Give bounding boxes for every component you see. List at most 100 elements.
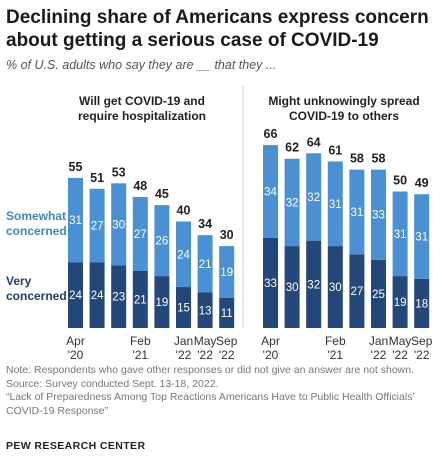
- bar-somewhat-p1-3: [132, 196, 148, 271]
- label-total-p1-6: 34: [198, 217, 212, 231]
- notes-block: Note: Respondents who gave other respons…: [6, 364, 438, 418]
- tick-top-p2-0: Apr: [261, 334, 280, 348]
- label-somewhat-p2-3: 31: [329, 199, 342, 211]
- stacked-bar-chart: Will get COVID-19 and require hospitaliz…: [6, 86, 433, 362]
- label-very-p2-6: 19: [394, 297, 407, 309]
- tick-bottom-p1-3: '22: [197, 348, 213, 362]
- label-very-p2-5: 25: [372, 289, 385, 301]
- label-very-p1-4: 19: [156, 297, 169, 309]
- tick-top-p1-1: Feb: [130, 334, 151, 348]
- panel-1-title-line2: require hospitalization: [78, 109, 206, 123]
- bar-very-p1-7: [219, 297, 235, 328]
- label-somewhat-p2-0: 34: [264, 187, 277, 199]
- label-very-p2-0: 33: [264, 278, 277, 290]
- bar-very-p2-7: [414, 278, 430, 328]
- bar-somewhat-p2-0: [263, 145, 278, 238]
- bar-somewhat-p1-0: [68, 177, 83, 263]
- source-text: Source: Survey conducted Sept. 13-18, 20…: [6, 377, 219, 390]
- tick-top-p2-3: May: [389, 334, 412, 348]
- label-somewhat-p2-7: 31: [415, 232, 428, 244]
- bar-somewhat-p1-7: [219, 246, 235, 298]
- label-somewhat-p2-5: 33: [372, 210, 385, 222]
- tick-bottom-p1-2: '22: [176, 348, 192, 362]
- tick-bottom-p2-0: '20: [263, 348, 279, 362]
- bar-very-p1-2: [111, 265, 127, 328]
- label-somewhat-p1-3: 27: [134, 229, 147, 241]
- note-text: Note: Respondents who gave other respons…: [6, 364, 414, 376]
- tick-top-p2-1: Feb: [325, 334, 346, 348]
- bar-somewhat-p2-2: [306, 153, 322, 241]
- bar-very-p2-6: [392, 276, 408, 328]
- label-very-p1-3: 21: [134, 294, 147, 306]
- bar-very-p1-5: [176, 287, 191, 328]
- legend-somewhat-line2: concerned: [6, 224, 67, 238]
- tick-bottom-p1-1: '21: [132, 348, 148, 362]
- label-total-p2-1: 62: [285, 141, 299, 155]
- tick-top-p1-2: Jan: [174, 334, 193, 348]
- bar-very-p2-0: [263, 237, 278, 328]
- report-title-line2: COVID-19 Response”: [6, 404, 109, 417]
- panel-2-title-line1: Might unknowingly spread: [268, 94, 419, 108]
- label-somewhat-p2-6: 31: [394, 229, 407, 241]
- chart-title: Declining share of Americans express con…: [6, 7, 429, 51]
- label-very-p1-6: 13: [199, 305, 212, 317]
- bar-somewhat-p2-6: [392, 191, 408, 277]
- label-somewhat-p2-1: 32: [286, 197, 299, 209]
- label-total-p2-3: 61: [328, 143, 342, 157]
- bar-very-p2-4: [349, 254, 365, 328]
- label-somewhat-p2-4: 31: [351, 207, 364, 219]
- label-somewhat-p1-5: 24: [177, 249, 190, 261]
- tick-top-p2-2: Jan: [369, 334, 388, 348]
- label-total-p1-5: 40: [177, 204, 191, 218]
- label-very-p2-3: 30: [329, 282, 342, 294]
- label-very-p1-2: 23: [112, 292, 125, 304]
- bar-group: 24 31 55 24 27 51 23 30 53 21 27 48 19 26 45 15 24 40 13 21…: [66, 127, 433, 362]
- bar-very-p1-1: [89, 262, 105, 328]
- label-total-p1-2: 53: [112, 165, 126, 179]
- bar-very-p1-6: [197, 292, 213, 328]
- tick-bottom-p1-4: '22: [219, 348, 235, 362]
- label-very-p1-5: 15: [177, 303, 190, 315]
- label-total-p1-3: 48: [133, 179, 147, 193]
- label-very-p1-1: 24: [91, 290, 104, 302]
- bar-somewhat-p1-6: [197, 235, 213, 293]
- legend-very-line1: Very: [6, 274, 32, 288]
- label-very-p1-7: 11: [221, 308, 233, 320]
- tick-top-p1-3: May: [194, 334, 217, 348]
- label-total-p1-7: 30: [220, 228, 234, 242]
- label-very-p2-1: 30: [286, 282, 299, 294]
- org-name: PEW RESEARCH CENTER: [6, 440, 146, 452]
- bar-very-p2-5: [371, 259, 386, 328]
- tick-top-p1-0: Apr: [66, 334, 85, 348]
- label-very-p1-0: 24: [69, 290, 82, 302]
- tick-top-p1-4: Sep: [216, 334, 238, 348]
- legend-somewhat-line1: Somewhat: [6, 209, 66, 223]
- label-total-p2-2: 64: [307, 135, 321, 149]
- legend-very-line2: concerned: [6, 289, 67, 303]
- tick-bottom-p2-2: '22: [371, 348, 387, 362]
- panel-1-title-line1: Will get COVID-19 and: [79, 94, 205, 108]
- bar-very-p1-3: [132, 270, 148, 328]
- bar-somewhat-p1-2: [111, 183, 127, 266]
- label-somewhat-p1-2: 30: [112, 219, 125, 231]
- bar-somewhat-p2-7: [414, 194, 430, 279]
- bar-very-p1-4: [154, 276, 170, 328]
- label-total-p2-7: 49: [415, 176, 429, 190]
- label-somewhat-p2-2: 32: [307, 192, 320, 204]
- label-somewhat-p1-0: 31: [69, 215, 82, 227]
- label-total-p1-1: 51: [90, 171, 104, 185]
- label-very-p2-4: 27: [351, 286, 364, 298]
- bar-somewhat-p2-1: [284, 158, 300, 247]
- chart-subtitle: % of U.S. adults who say they are __ tha…: [6, 58, 277, 72]
- label-somewhat-p1-7: 19: [220, 267, 233, 279]
- label-very-p2-7: 18: [415, 298, 428, 310]
- label-total-p2-6: 50: [393, 174, 407, 188]
- report-title-line1: “Lack of Preparedness Among Top Reaction…: [6, 391, 415, 403]
- bar-somewhat-p1-1: [89, 188, 105, 263]
- bar-somewhat-p2-4: [349, 169, 365, 255]
- label-total-p2-5: 58: [372, 152, 386, 166]
- label-total-p1-0: 55: [69, 160, 83, 174]
- label-total-p2-0: 66: [264, 127, 278, 141]
- label-very-p2-2: 32: [307, 279, 320, 291]
- bar-very-p2-3: [327, 246, 343, 328]
